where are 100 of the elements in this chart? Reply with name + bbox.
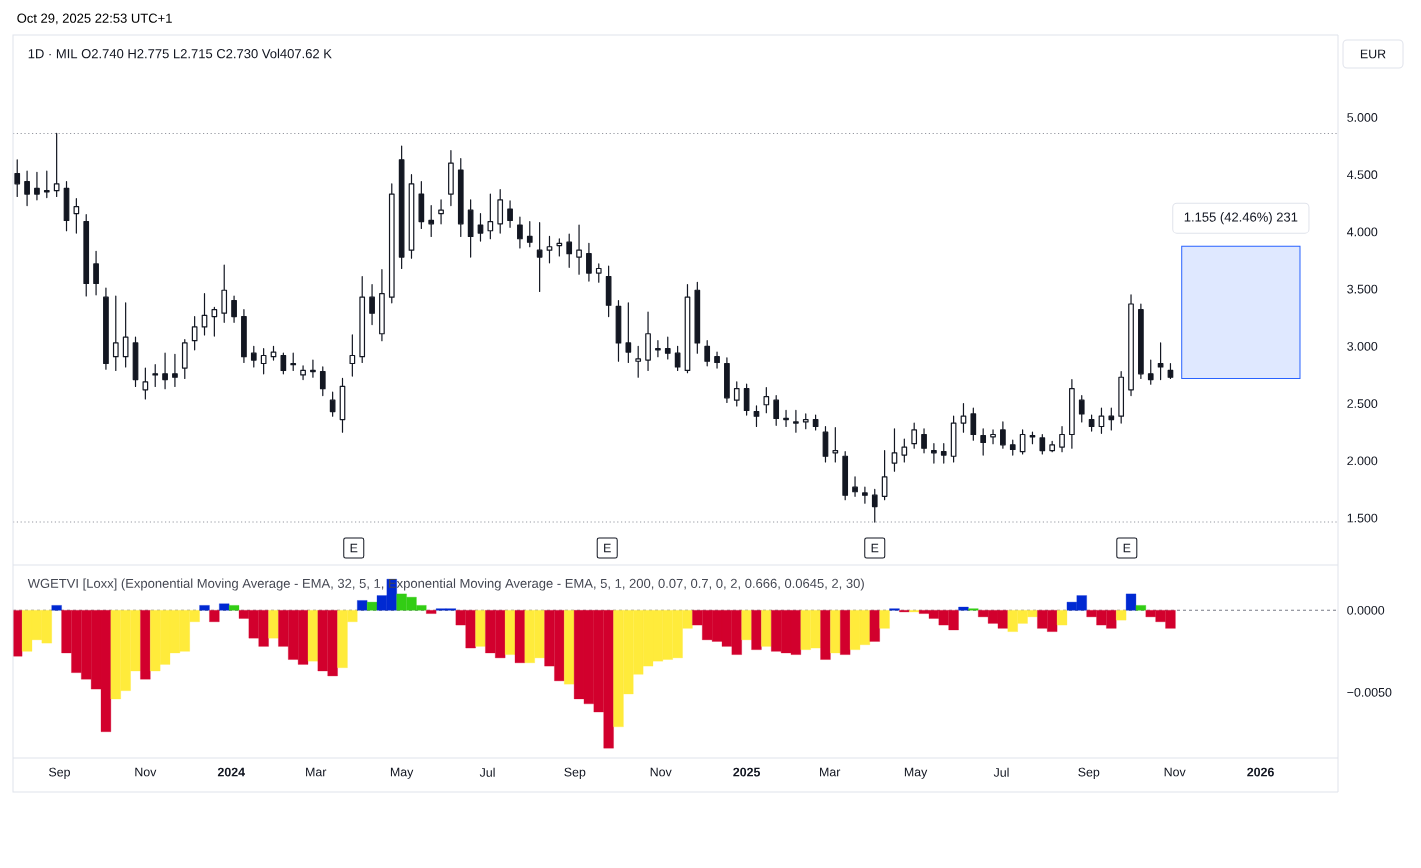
bar xyxy=(564,610,575,685)
candlestick xyxy=(921,428,927,454)
bar xyxy=(761,610,772,647)
candlestick xyxy=(704,340,711,367)
bar xyxy=(1056,610,1068,626)
bar xyxy=(1125,593,1137,611)
bar xyxy=(357,600,368,611)
text: 1D · MIL O2.740 H2.775 L2.715 C2.730 Vol407.62 K xyxy=(28,48,332,59)
candlestick xyxy=(812,414,819,431)
candlestick xyxy=(694,281,701,354)
candlestick xyxy=(477,212,484,242)
text: Oct 29, 2025 22:53 UTC+1 xyxy=(17,13,172,25)
candlestick xyxy=(1118,370,1125,424)
bar xyxy=(879,610,890,629)
bar xyxy=(426,610,437,614)
bar xyxy=(840,610,851,655)
candlestick xyxy=(990,429,996,445)
candlestick xyxy=(201,293,208,336)
x-tick-label: Mar xyxy=(306,767,327,777)
candlestick xyxy=(388,183,395,304)
candlestick xyxy=(191,315,198,351)
candlestick xyxy=(457,158,464,238)
candlestick xyxy=(34,171,40,201)
candlestick xyxy=(546,235,553,264)
y-tick-label: 4.500 xyxy=(1347,170,1378,180)
candlestick xyxy=(763,386,770,414)
y-tick-label: 3.500 xyxy=(1347,284,1378,294)
x-tick-label: Jul xyxy=(993,767,1009,777)
candlestick xyxy=(862,486,868,504)
candlestick xyxy=(980,428,987,456)
x-tick-label: Nov xyxy=(135,767,157,777)
x-tick-label: 2025 xyxy=(733,767,761,777)
candlestick xyxy=(241,309,247,363)
candlestick xyxy=(733,381,740,407)
candlestick xyxy=(162,352,168,390)
candlestick xyxy=(1078,394,1085,423)
candlestick xyxy=(250,345,257,368)
x-tick-label: Jul xyxy=(479,767,495,777)
candlestick xyxy=(635,345,642,378)
x-tick-label: Sep xyxy=(1078,767,1100,779)
candlestick xyxy=(310,359,316,378)
y-tick-label: −0.0050 xyxy=(1347,687,1392,697)
candlestick xyxy=(556,238,563,257)
candlestick xyxy=(24,170,30,207)
bar xyxy=(869,610,880,642)
bar xyxy=(140,610,151,680)
candlestick xyxy=(211,306,218,337)
candlestick xyxy=(270,345,277,361)
candlestick xyxy=(172,353,178,388)
y-tick-label: 3.000 xyxy=(1347,341,1378,351)
x-tick-label: May xyxy=(904,767,928,779)
candlestick xyxy=(349,334,356,377)
candlestick xyxy=(566,233,573,268)
candlestick xyxy=(467,199,474,258)
candlestick xyxy=(507,200,513,228)
candlestick xyxy=(103,287,109,370)
candlestick xyxy=(448,150,454,207)
candlestick xyxy=(1049,440,1056,453)
candlestick xyxy=(438,199,444,225)
candlestick xyxy=(231,295,237,323)
y-tick-label: 5.000 xyxy=(1347,113,1378,122)
bar xyxy=(199,605,210,611)
candlestick xyxy=(280,352,287,375)
candlestick xyxy=(152,364,159,388)
y-tick-label: 4.000 xyxy=(1347,227,1378,237)
y-tick-label: 1.500 xyxy=(1347,513,1378,523)
candlestick xyxy=(428,204,435,238)
candlestick xyxy=(73,198,80,234)
candlestick xyxy=(970,407,977,441)
y-tick-label: 2.500 xyxy=(1347,399,1378,408)
y-axis-title: EUR xyxy=(1360,49,1386,59)
bar xyxy=(228,605,240,611)
candlestick xyxy=(319,366,326,397)
candlestick xyxy=(655,340,661,358)
candlestick xyxy=(842,451,849,501)
bar xyxy=(830,610,841,654)
x-tick-label: 2026 xyxy=(1247,767,1274,777)
bar xyxy=(475,610,486,647)
candlestick xyxy=(497,188,504,234)
candlestick xyxy=(586,242,592,282)
x-tick-label: May xyxy=(390,767,414,779)
candlestick xyxy=(1059,425,1065,453)
x-tick-label: Nov xyxy=(650,767,672,777)
bar xyxy=(514,610,525,663)
candlestick xyxy=(674,345,681,371)
bar xyxy=(751,610,762,650)
bar xyxy=(1135,605,1146,611)
candlestick xyxy=(871,488,878,523)
candlestick xyxy=(852,476,858,497)
candlestick xyxy=(664,336,671,360)
candlestick xyxy=(743,383,750,416)
candlestick xyxy=(379,269,385,342)
bar xyxy=(268,610,279,639)
candlestick xyxy=(487,193,494,240)
candlestick xyxy=(931,443,937,464)
candlestick xyxy=(595,263,602,283)
candlestick xyxy=(605,265,612,318)
candlestick xyxy=(93,250,99,296)
bar xyxy=(307,610,318,662)
bar xyxy=(366,601,378,611)
